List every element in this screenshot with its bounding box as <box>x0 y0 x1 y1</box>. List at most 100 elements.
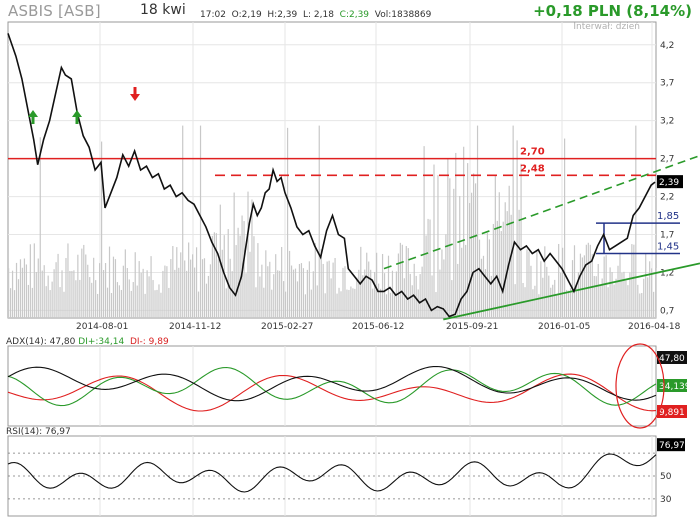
volume-bar <box>540 261 542 318</box>
volume-bar <box>429 219 431 318</box>
volume-bar <box>374 271 376 318</box>
buy-arrow-icon-head <box>28 110 38 117</box>
volume-bar <box>370 269 372 318</box>
volume-bar <box>381 253 384 318</box>
volume-bar <box>300 263 303 318</box>
buy-arrow-icon-shaft <box>31 117 35 124</box>
volume-bar <box>217 259 219 318</box>
rsi-value-box <box>657 438 685 452</box>
volume-bar <box>556 294 558 318</box>
volume-bar <box>490 275 492 318</box>
volume-bar <box>385 294 388 318</box>
volume-bar <box>550 287 552 318</box>
volume-bar <box>27 284 29 318</box>
volume-bar <box>17 279 20 318</box>
volume-bar <box>100 141 103 318</box>
volume-bar <box>160 292 162 318</box>
volume-bar <box>631 244 633 318</box>
volume-bar <box>467 163 469 318</box>
volume-bar <box>199 125 202 318</box>
x-tick-label: 2016-04-18 <box>628 322 681 332</box>
volume-bar <box>251 199 253 318</box>
y-tick-label: 1,7 <box>660 231 674 241</box>
volume-bar <box>61 270 63 318</box>
ohlc-readout: 17:02 O:2,19 H:2,39 L: 2,18 C:2,39 Vol:1… <box>200 10 431 20</box>
volume-bar <box>413 263 415 318</box>
volume-bar <box>227 229 229 318</box>
volume-bar <box>292 269 295 318</box>
volume-bar <box>379 288 382 318</box>
volume-bar <box>57 253 59 318</box>
volume-bar <box>526 249 528 318</box>
volume-bar <box>87 264 89 318</box>
volume-bar <box>193 267 196 318</box>
volume-bar <box>524 287 526 318</box>
volume-bar <box>486 233 489 318</box>
lower-channel-line <box>443 262 700 321</box>
volume-bar <box>23 258 26 318</box>
volume-bar <box>569 288 572 318</box>
volume-bar <box>91 282 93 318</box>
volume-bar <box>146 270 148 318</box>
volume-bar <box>39 137 41 318</box>
volume-bar <box>506 211 508 318</box>
volume-bar <box>376 252 378 318</box>
volume-bar <box>498 192 500 318</box>
volume-bar <box>623 271 625 318</box>
volume-bar <box>455 152 457 318</box>
volume-bar <box>514 284 516 318</box>
volume-bar <box>81 248 83 318</box>
volume-bar <box>427 218 429 318</box>
di-plus-label: DI+:34,14 <box>78 337 125 347</box>
volume-bar <box>399 242 401 318</box>
volume-bar <box>558 243 560 318</box>
volume-bar <box>510 214 512 318</box>
buy-arrow-icon <box>72 110 82 124</box>
volume-bar <box>320 249 322 318</box>
volume-bar <box>247 191 249 318</box>
volume-bar <box>605 255 607 318</box>
volume-bar <box>209 264 212 318</box>
volume-bar <box>239 235 241 318</box>
rsi-tick-label: 50 <box>660 472 672 482</box>
volume-bar <box>166 266 168 318</box>
volume-bar <box>152 280 154 318</box>
volume-bar <box>37 258 39 318</box>
volume-bar <box>635 125 637 318</box>
volume-bar <box>225 288 227 318</box>
volume-bar <box>470 192 473 318</box>
volume-bar <box>148 276 150 318</box>
volume-bar <box>140 272 142 318</box>
volume-bar <box>233 192 235 318</box>
volume-bar <box>265 250 267 318</box>
volume-bar <box>651 268 653 318</box>
open-label: O:2,19 <box>231 10 262 20</box>
di-minus-line <box>7 373 657 412</box>
volume-bar <box>366 252 368 318</box>
volume-bar <box>401 244 403 318</box>
volume-bar <box>19 259 22 318</box>
volume-bar <box>290 265 293 318</box>
volume-bar <box>29 244 31 318</box>
volume-bar <box>437 175 439 318</box>
volume-bar <box>106 287 109 318</box>
volume-bar <box>647 277 649 318</box>
volume-bar <box>425 235 427 318</box>
volume-bar <box>445 234 447 318</box>
volume-bar <box>340 291 342 318</box>
volume-bar <box>504 202 506 318</box>
volume-bar <box>328 260 330 318</box>
volume-bar <box>536 250 538 318</box>
volume-bar <box>25 264 28 318</box>
volume-bar <box>587 242 589 318</box>
volume-bar <box>197 291 200 318</box>
volume-bar <box>93 257 95 318</box>
level-label: 1,45 <box>657 241 679 252</box>
volume-bar <box>168 287 170 318</box>
volume-bar <box>162 270 164 318</box>
volume-bar <box>283 281 285 318</box>
volume-bar <box>629 272 631 318</box>
volume-bar <box>621 272 623 318</box>
volume-bar <box>581 257 584 318</box>
